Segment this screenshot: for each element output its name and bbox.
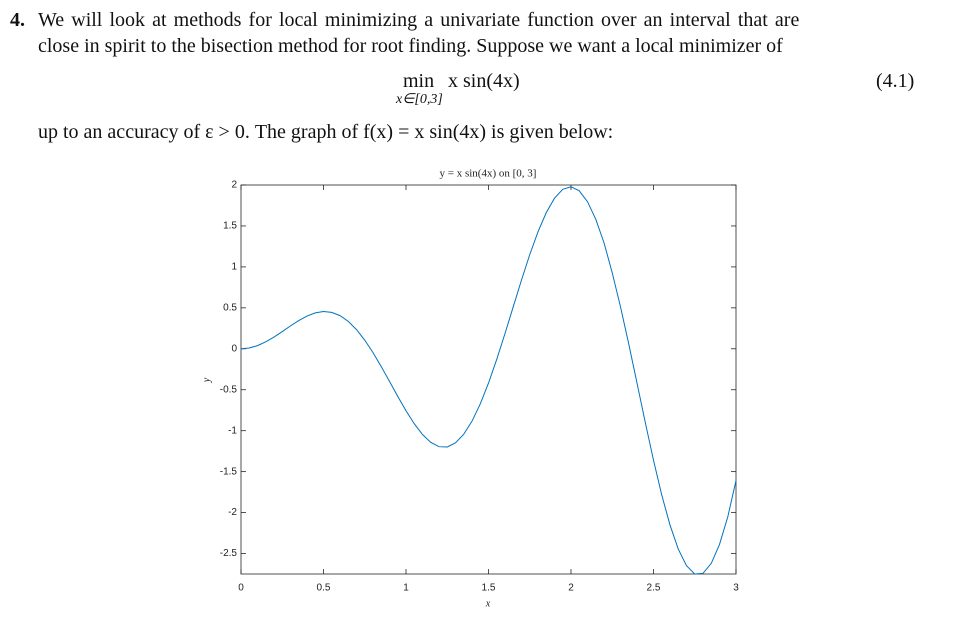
eq-subscript: x∈[0,3] <box>396 92 443 107</box>
eq-label: (4.1) <box>876 70 915 92</box>
x-tick-label: 2 <box>568 583 574 594</box>
plot-frame <box>240 184 737 575</box>
text-line: We will look at methods for local minimi… <box>38 9 800 31</box>
chart-title: y = x sin(4x) on [0, 3] <box>440 168 537 180</box>
text-line: close in spirit to the bisection method … <box>38 35 783 57</box>
x-tick-label: 1 <box>403 583 409 594</box>
y-tick-label: 1.5 <box>223 221 237 232</box>
eq-operator: min <box>403 70 435 92</box>
x-tick-label: 1.5 <box>482 583 496 594</box>
x-tick-label: 3 <box>733 583 739 594</box>
x-axis-label: x <box>485 598 491 609</box>
curve <box>240 186 737 575</box>
x-tick-label: 2.5 <box>647 583 661 594</box>
y-tick-label: -1 <box>228 425 237 436</box>
eq-expression: x sin(4x) <box>448 70 520 92</box>
text-line: up to an accuracy of ε > 0. The graph of… <box>38 121 614 143</box>
y-tick-label: 0.5 <box>223 302 237 313</box>
problem-number: 4. <box>10 9 25 31</box>
y-tick-label: -2.5 <box>220 548 238 559</box>
x-tick-label: 0.5 <box>317 583 331 594</box>
y-tick-label: -1.5 <box>220 466 238 477</box>
y-tick-label: -0.5 <box>220 384 238 395</box>
x-tick-label: 0 <box>238 583 244 594</box>
y-tick-label: -2 <box>228 507 237 518</box>
y-tick-label: 2 <box>231 180 237 191</box>
y-tick-label: 0 <box>231 343 237 354</box>
y-tick-label: 1 <box>231 262 237 273</box>
y-axis-label: y <box>201 377 212 383</box>
